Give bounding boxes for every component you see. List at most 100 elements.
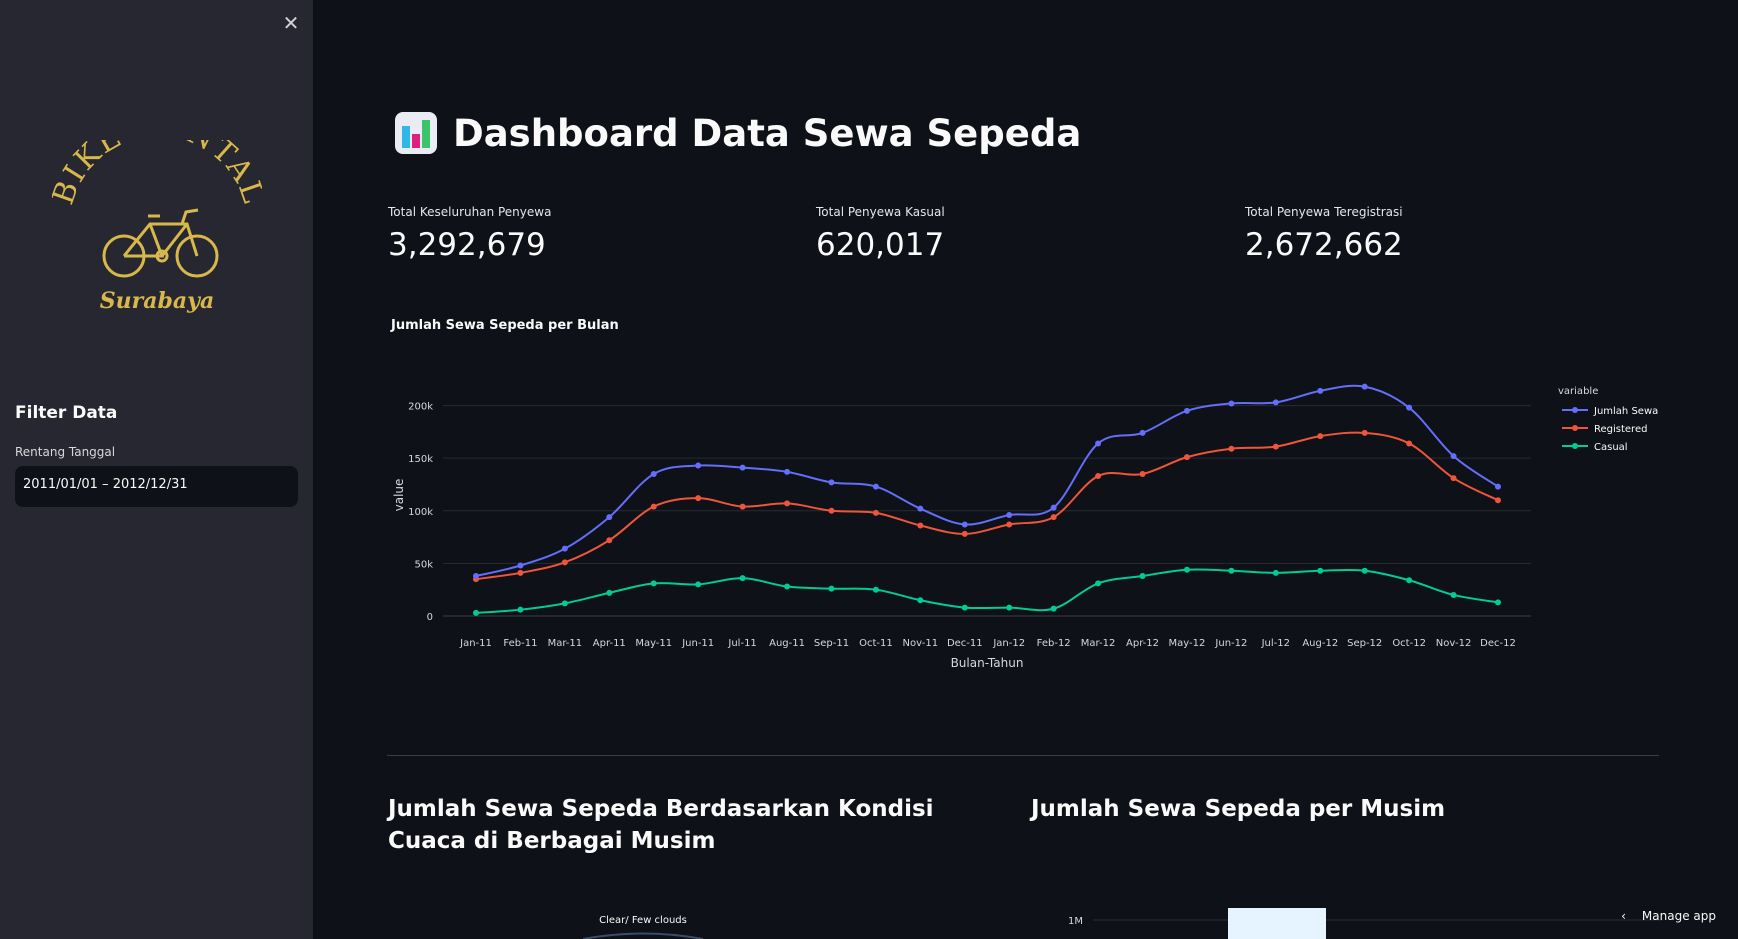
data-point: [1095, 473, 1102, 480]
y-tick-label: 50k: [414, 559, 433, 570]
x-tick-label: Nov-11: [903, 638, 939, 649]
x-tick-label: Aug-11: [769, 638, 805, 649]
data-point: [650, 470, 657, 477]
metric-value: 2,672,662: [1245, 227, 1403, 263]
weather-pie-preview: Clear/ Few clouds: [582, 915, 704, 939]
data-point: [561, 600, 568, 607]
data-point: [473, 573, 479, 580]
data-point: [784, 468, 791, 475]
data-point: [784, 500, 791, 507]
data-point: [1139, 573, 1146, 580]
data-point: [517, 606, 524, 613]
x-tick-label: Apr-12: [1126, 638, 1159, 649]
x-axis-label: Bulan-Tahun: [951, 656, 1024, 670]
logo-title: BIKE RENTAL: [52, 140, 262, 209]
data-point: [1317, 567, 1324, 574]
data-point: [1006, 511, 1013, 518]
data-point: [517, 569, 524, 576]
svg-text:BIKE RENTAL: BIKE RENTAL: [52, 140, 262, 209]
divider: [387, 755, 1659, 756]
data-point: [1228, 445, 1235, 452]
x-tick-label: Jun-12: [1214, 638, 1247, 649]
data-point: [872, 509, 879, 516]
metric-total: Total Keseluruhan Penyewa 3,292,679: [388, 205, 551, 263]
x-tick-label: Feb-12: [1037, 638, 1071, 649]
data-point: [1050, 605, 1057, 612]
data-point: [828, 585, 835, 592]
data-point: [695, 495, 702, 502]
pie-label: Clear/ Few clouds: [599, 915, 687, 926]
data-point: [872, 586, 879, 593]
data-point: [961, 530, 968, 537]
monthly-rentals-chart[interactable]: 0 50k 100k 150k 200k Jan-11 Feb-11 Mar-11 Apr-11…: [313, 360, 1693, 680]
metric-label: Total Keseluruhan Penyewa: [388, 205, 552, 219]
data-point: [1406, 404, 1413, 411]
data-point: [1406, 440, 1413, 447]
metric-value: 620,017: [816, 227, 945, 263]
close-icon[interactable]: ✕: [282, 11, 300, 35]
data-point: [650, 580, 657, 587]
x-tick-label: May-12: [1169, 638, 1206, 649]
x-tick-label: Jul-11: [727, 638, 756, 649]
data-point: [784, 583, 791, 590]
data-point: [1183, 407, 1190, 414]
data-point: [1183, 566, 1190, 573]
data-point: [695, 581, 702, 588]
data-point: [872, 483, 879, 490]
data-point: [917, 597, 924, 604]
data-point: [1139, 470, 1146, 477]
x-tick-label: Aug-12: [1302, 638, 1338, 649]
season-bar: [1228, 908, 1326, 939]
y-tick-label: 100k: [408, 507, 433, 518]
bar-ytick: 1M: [1068, 916, 1083, 927]
x-tick-label: Mar-12: [1081, 638, 1116, 649]
data-point: [1495, 497, 1501, 504]
data-point: [1361, 429, 1368, 436]
data-point: [1050, 514, 1057, 521]
x-tick-label: Dec-11: [947, 638, 983, 649]
data-point: [1228, 400, 1235, 407]
data-point: [961, 521, 968, 528]
x-tick-label: Jul-12: [1261, 638, 1290, 649]
sidebar: ✕ BIKE RENTAL Surabaya Filter Data Renta…: [0, 0, 313, 939]
season-bar-preview: 1M: [1068, 908, 1663, 939]
data-point: [1095, 440, 1102, 447]
bar-chart-icon: [395, 112, 437, 154]
date-range-input[interactable]: 2011/01/01 – 2012/12/31: [15, 466, 298, 507]
data-point: [739, 503, 746, 510]
data-point: [517, 562, 524, 569]
chevron-left-icon: ‹: [1621, 909, 1626, 923]
date-range-label: Rentang Tanggal: [15, 445, 116, 459]
data-point: [917, 522, 924, 529]
metric-label: Total Penyewa Teregistrasi: [1245, 205, 1403, 219]
legend-marker: [1572, 425, 1578, 431]
data-point: [1050, 504, 1057, 511]
x-tick-label: Dec-12: [1480, 638, 1516, 649]
x-tick-label: Nov-12: [1436, 638, 1472, 649]
x-tick-label: Oct-12: [1392, 638, 1426, 649]
data-point: [1272, 399, 1279, 406]
data-point: [739, 464, 746, 471]
data-point: [1495, 599, 1501, 606]
x-tick-label: Sep-12: [1347, 638, 1382, 649]
data-point: [828, 479, 835, 486]
data-point: [650, 503, 657, 510]
x-tick-label: Oct-11: [859, 638, 893, 649]
data-point: [1272, 443, 1279, 450]
data-point: [1183, 454, 1190, 461]
metric-label: Total Penyewa Kasual: [816, 205, 945, 219]
y-tick-label: 0: [427, 612, 433, 623]
data-point: [1495, 483, 1501, 490]
manage-app-button[interactable]: ‹ Manage app: [1621, 909, 1716, 923]
data-point: [828, 507, 835, 514]
data-point: [606, 589, 613, 596]
y-tick-label: 150k: [408, 454, 433, 465]
chart-title: Jumlah Sewa Sepeda per Bulan: [391, 318, 619, 333]
metric-registered: Total Penyewa Teregistrasi 2,672,662: [1245, 205, 1403, 263]
data-point: [917, 505, 924, 512]
series-line-registered: [475, 431, 1499, 581]
main-content: Dashboard Data Sewa Sepeda Total Keselur…: [313, 0, 1738, 939]
data-point: [1228, 567, 1235, 574]
data-point: [695, 462, 702, 469]
data-point: [1317, 433, 1324, 440]
